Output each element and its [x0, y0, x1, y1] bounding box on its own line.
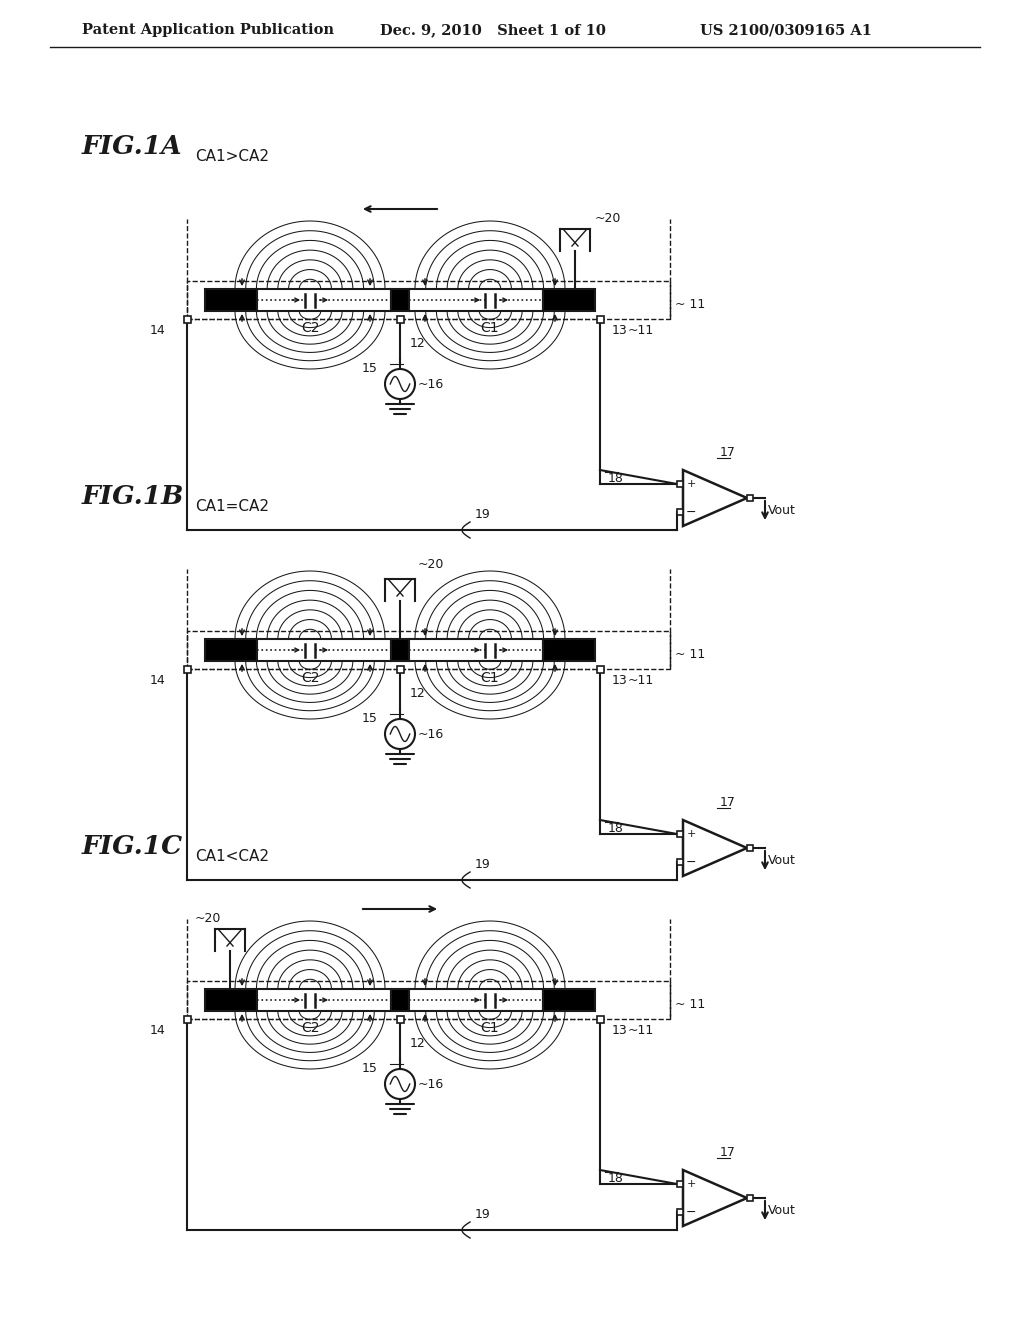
Bar	[257, 639, 391, 661]
Text: C2: C2	[301, 321, 319, 335]
Bar	[409, 639, 543, 661]
Bar	[746, 495, 753, 502]
Text: FIG.1A: FIG.1A	[82, 135, 182, 158]
Text: US 2100/0309165 A1: US 2100/0309165 A1	[700, 22, 872, 37]
Bar	[543, 989, 595, 1011]
Text: Vout: Vout	[768, 854, 796, 866]
Bar	[205, 989, 257, 1011]
Bar	[391, 639, 409, 661]
Text: 14: 14	[150, 1023, 165, 1036]
Bar	[396, 1015, 403, 1023]
Text: Vout: Vout	[768, 1204, 796, 1217]
Text: ~ 11: ~ 11	[675, 648, 706, 661]
Bar	[187, 981, 670, 1019]
Text: 19: 19	[475, 858, 490, 871]
Bar	[409, 289, 543, 312]
Text: 17: 17	[720, 796, 736, 809]
Text: 13: 13	[612, 1023, 628, 1036]
Text: −: −	[686, 1205, 696, 1218]
Text: ~20: ~20	[595, 213, 622, 226]
Bar	[746, 845, 753, 851]
Bar	[677, 480, 683, 487]
Bar	[543, 639, 595, 661]
Text: 12: 12	[410, 686, 426, 700]
Bar	[543, 289, 595, 312]
Text: ~20: ~20	[195, 912, 221, 925]
Text: C2: C2	[301, 671, 319, 685]
Bar	[183, 665, 190, 672]
Bar	[597, 315, 603, 322]
Bar	[187, 281, 670, 319]
Bar	[677, 1181, 683, 1187]
Text: 12: 12	[410, 1038, 426, 1049]
Bar	[187, 631, 670, 669]
Bar	[677, 510, 683, 515]
Text: ~11: ~11	[628, 323, 654, 337]
Bar	[746, 1195, 753, 1201]
Text: ~20: ~20	[418, 557, 444, 570]
Text: 17: 17	[720, 1147, 736, 1159]
Text: ~ 11: ~ 11	[675, 998, 706, 1011]
Bar	[391, 289, 409, 312]
Text: FIG.1C: FIG.1C	[82, 834, 183, 859]
Text: 19: 19	[475, 508, 490, 521]
Text: CA1=CA2: CA1=CA2	[195, 499, 269, 513]
Text: 18: 18	[608, 1172, 624, 1184]
Bar	[677, 859, 683, 865]
Text: C1: C1	[480, 671, 500, 685]
Text: C2: C2	[301, 1020, 319, 1035]
Bar	[257, 289, 391, 312]
Text: CA1<CA2: CA1<CA2	[195, 849, 269, 865]
Text: 15: 15	[362, 1063, 378, 1076]
Text: −: −	[686, 855, 696, 869]
Bar	[205, 639, 257, 661]
Text: ~16: ~16	[418, 1077, 444, 1090]
Text: +: +	[686, 1179, 695, 1189]
Bar	[396, 315, 403, 322]
Bar	[396, 665, 403, 672]
Text: +: +	[686, 829, 695, 840]
Text: 17: 17	[720, 446, 736, 459]
Bar	[391, 989, 409, 1011]
Text: 18: 18	[608, 471, 624, 484]
Text: ~16: ~16	[418, 378, 444, 391]
Bar	[183, 1015, 190, 1023]
Bar	[597, 1015, 603, 1023]
Text: 19: 19	[475, 1209, 490, 1221]
Bar	[409, 989, 543, 1011]
Text: 12: 12	[410, 337, 426, 350]
Bar	[183, 315, 190, 322]
Bar	[597, 665, 603, 672]
Text: C1: C1	[480, 1020, 500, 1035]
Text: −: −	[686, 506, 696, 519]
Text: 15: 15	[362, 713, 378, 726]
Text: Dec. 9, 2010   Sheet 1 of 10: Dec. 9, 2010 Sheet 1 of 10	[380, 22, 606, 37]
Text: C1: C1	[480, 321, 500, 335]
Text: Vout: Vout	[768, 503, 796, 516]
Text: 18: 18	[608, 821, 624, 834]
Text: ~11: ~11	[628, 1023, 654, 1036]
Text: +: +	[686, 479, 695, 488]
Bar	[677, 1209, 683, 1214]
Text: 14: 14	[150, 673, 165, 686]
Bar	[205, 289, 257, 312]
Text: FIG.1B: FIG.1B	[82, 484, 184, 510]
Text: 14: 14	[150, 323, 165, 337]
Text: 15: 15	[362, 363, 378, 375]
Bar	[257, 989, 391, 1011]
Text: 13: 13	[612, 323, 628, 337]
Text: ~16: ~16	[418, 727, 444, 741]
Text: ~ 11: ~ 11	[675, 298, 706, 312]
Text: CA1>CA2: CA1>CA2	[195, 149, 269, 164]
Bar	[677, 832, 683, 837]
Text: Patent Application Publication: Patent Application Publication	[82, 22, 334, 37]
Text: ~11: ~11	[628, 673, 654, 686]
Text: 13: 13	[612, 673, 628, 686]
